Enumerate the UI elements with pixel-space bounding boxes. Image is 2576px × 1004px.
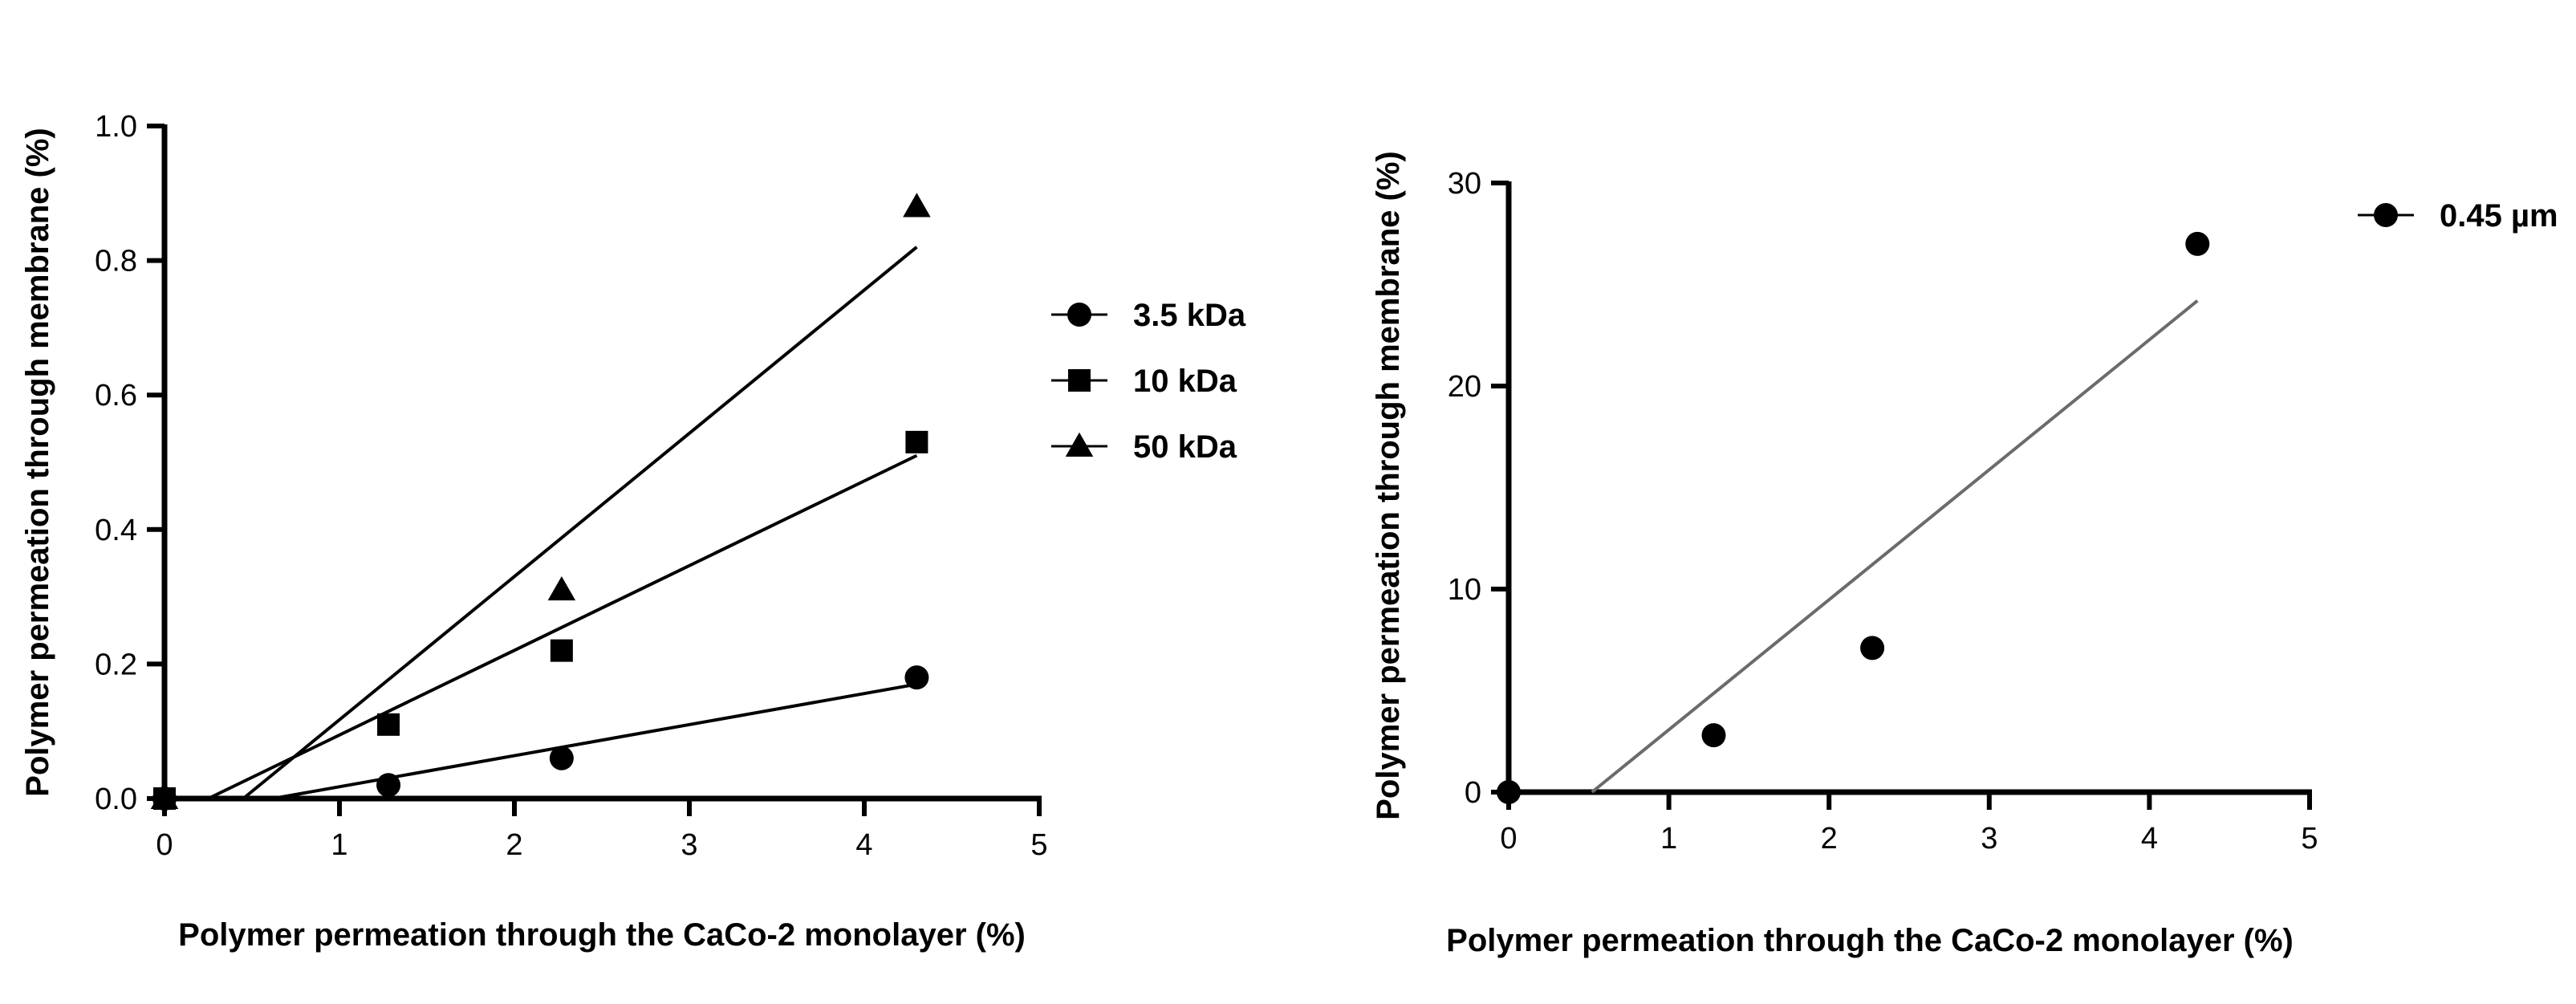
x-tick-label: 0 (156, 828, 173, 862)
x-axis-title: Polymer permeation through the CaCo-2 mo… (178, 917, 1026, 953)
data-point-triangle (547, 575, 576, 601)
x-tick-label: 3 (681, 828, 697, 862)
y-tick-label: 10 (1448, 573, 1481, 607)
legend-marker-square (1068, 369, 1091, 392)
x-tick-label: 2 (506, 828, 522, 862)
y-tick-label: 30 (1448, 167, 1481, 201)
data-point-triangle (150, 784, 179, 809)
legend-label: 10 kDa (1133, 364, 1237, 399)
legend-label: 3.5 kDa (1133, 298, 1246, 333)
y-tick-label: 0.4 (95, 514, 137, 547)
data-point-circle (1860, 636, 1885, 661)
data-point-circle (2185, 231, 2210, 256)
legend-marker-triangle (1065, 432, 1094, 457)
y-tick-label: 0 (1465, 776, 1481, 810)
y-axis-title: Polymer permeation through membrane (%) (1371, 151, 1406, 819)
data-point-square (377, 713, 400, 736)
x-tick-label: 5 (2301, 822, 2318, 856)
legend-entry: 0.45 µm (2358, 198, 2558, 234)
legend-entry: 3.5 kDa (1051, 298, 1246, 333)
data-point-circle (1497, 780, 1521, 804)
data-point-square (905, 430, 928, 453)
y-tick-label: 0.0 (95, 782, 137, 816)
x-tick-label: 0 (1500, 822, 1517, 856)
data-point-circle (549, 746, 574, 770)
x-tick-label: 1 (331, 828, 347, 862)
chart-1: 0 1 2 3 4 5 0.0 0.2 0.4 0.6 0.8 1.0 Polymer permeati… (20, 110, 1246, 953)
data-point-circle (904, 665, 929, 690)
x-axis-title: Polymer permeation through the CaCo-2 mo… (1446, 923, 2294, 958)
data-point-circle (376, 773, 401, 798)
data-point-circle (1701, 723, 1726, 748)
legend-marker-circle (1067, 303, 1091, 327)
y-tick-label: 20 (1448, 370, 1481, 404)
data-point-triangle (903, 193, 931, 217)
x-tick-label: 5 (1030, 828, 1047, 862)
y-tick-label: 0.6 (95, 379, 137, 413)
fit-line-10-kDa (207, 453, 918, 800)
y-axis-title: Polymer permeation through membrane (%) (20, 128, 55, 796)
legend-entry: 10 kDa (1051, 364, 1237, 399)
x-tick-label: 2 (1821, 822, 1838, 856)
legend-label: 0.45 µm (2440, 198, 2558, 234)
x-tick-label: 1 (1660, 822, 1677, 856)
x-tick-label: 4 (2141, 822, 2158, 856)
fit-line-50-kDa (242, 246, 918, 800)
chart-2: 0 1 2 3 4 5 0 10 20 30 Polymer permeation through … (1371, 151, 2558, 958)
fit-line-0.45-µm (1591, 299, 2199, 794)
y-tick-label: 0.2 (95, 648, 137, 681)
y-tick-label: 1.0 (95, 110, 137, 144)
legend-label: 50 kDa (1133, 429, 1237, 465)
x-tick-label: 3 (1981, 822, 1997, 856)
legend-entry: 50 kDa (1051, 429, 1237, 465)
legend-marker-circle (2374, 203, 2398, 227)
y-tick-label: 0.8 (95, 245, 137, 278)
fit-line-3.5-kDa (272, 682, 917, 800)
data-point-square (550, 639, 573, 662)
x-tick-label: 4 (855, 828, 872, 862)
